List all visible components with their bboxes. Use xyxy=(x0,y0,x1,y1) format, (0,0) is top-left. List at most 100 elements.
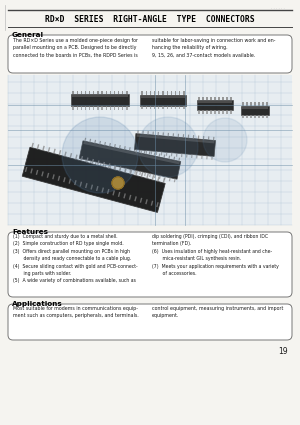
Bar xyxy=(81,91,82,94)
Bar xyxy=(129,147,131,151)
Bar xyxy=(213,137,214,140)
Bar xyxy=(97,160,100,165)
Bar xyxy=(79,141,181,179)
Bar xyxy=(89,91,90,94)
Bar xyxy=(71,94,129,106)
Bar xyxy=(141,95,185,97)
Bar xyxy=(104,142,106,145)
Text: RD×D  SERIES  RIGHT-ANGLE  TYPE  CONNECTORS: RD×D SERIES RIGHT-ANGLE TYPE CONNECTORS xyxy=(45,14,255,23)
Bar xyxy=(118,192,121,197)
Bar xyxy=(58,150,61,155)
Circle shape xyxy=(203,118,247,162)
Bar xyxy=(154,91,155,94)
Bar xyxy=(90,184,93,190)
Bar xyxy=(158,91,159,94)
Bar xyxy=(158,153,160,157)
Bar xyxy=(188,135,189,138)
Bar xyxy=(119,167,121,171)
Bar xyxy=(84,138,86,142)
Bar xyxy=(101,187,104,193)
Bar xyxy=(97,106,98,110)
Bar xyxy=(74,180,77,185)
Bar xyxy=(31,143,34,148)
Bar xyxy=(144,150,146,154)
Bar xyxy=(206,110,208,113)
Bar xyxy=(140,198,142,203)
Bar xyxy=(101,106,103,110)
Bar xyxy=(150,105,151,109)
Bar xyxy=(158,132,159,136)
Bar xyxy=(126,106,128,110)
Bar xyxy=(171,105,172,109)
Bar xyxy=(154,153,155,156)
FancyBboxPatch shape xyxy=(8,75,292,225)
Bar xyxy=(167,105,168,109)
Bar xyxy=(250,102,252,105)
Bar xyxy=(136,150,137,153)
FancyBboxPatch shape xyxy=(8,304,292,340)
Text: Features: Features xyxy=(12,229,48,235)
Bar xyxy=(139,171,141,175)
Bar xyxy=(114,91,115,94)
Bar xyxy=(171,91,172,94)
Bar xyxy=(198,136,199,139)
Bar xyxy=(101,91,103,94)
Bar xyxy=(142,130,144,134)
Bar xyxy=(254,102,256,105)
Bar xyxy=(129,169,131,173)
Circle shape xyxy=(62,117,138,193)
Bar xyxy=(181,153,182,157)
Bar xyxy=(140,94,186,105)
Bar xyxy=(129,195,131,200)
Bar xyxy=(148,151,151,155)
Bar xyxy=(210,96,211,100)
Bar xyxy=(141,150,142,154)
Text: The RD×D Series use a molded one-piece design for
parallel mounting on a PCB. De: The RD×D Series use a molded one-piece d… xyxy=(13,38,138,58)
Bar xyxy=(211,156,213,160)
Bar xyxy=(93,91,94,94)
FancyBboxPatch shape xyxy=(8,35,292,73)
Bar xyxy=(176,153,177,157)
Bar xyxy=(108,163,110,168)
Bar xyxy=(22,147,165,212)
Bar xyxy=(162,91,164,94)
Bar xyxy=(158,105,159,109)
Bar xyxy=(202,96,204,100)
Bar xyxy=(166,152,167,156)
Bar xyxy=(90,161,92,164)
Bar xyxy=(254,114,256,118)
Text: . . . . . .: . . . . . . xyxy=(271,6,285,10)
Bar xyxy=(172,133,174,137)
Bar xyxy=(174,178,176,182)
Bar xyxy=(141,105,142,109)
Bar xyxy=(118,106,119,110)
Bar xyxy=(106,91,107,94)
Bar xyxy=(230,110,232,113)
Bar xyxy=(230,96,232,100)
Bar xyxy=(151,201,153,206)
Bar xyxy=(106,106,107,110)
Bar xyxy=(226,110,228,113)
Bar xyxy=(214,110,216,113)
Bar xyxy=(134,170,136,174)
Bar xyxy=(92,159,94,164)
Bar xyxy=(246,102,247,105)
Bar xyxy=(96,186,99,191)
Bar xyxy=(137,130,139,134)
Bar xyxy=(141,91,142,94)
Text: control equipment, measuring instruments, and import
equipment.: control equipment, measuring instruments… xyxy=(152,306,284,318)
Bar xyxy=(130,169,132,174)
Bar xyxy=(115,166,116,170)
Bar xyxy=(164,154,165,158)
Bar xyxy=(119,145,121,149)
Bar xyxy=(25,167,27,172)
Bar xyxy=(85,106,86,110)
Bar xyxy=(85,183,88,188)
Bar xyxy=(150,91,151,94)
Bar xyxy=(113,165,116,170)
Bar xyxy=(258,114,260,118)
Circle shape xyxy=(112,177,124,189)
Bar xyxy=(171,153,172,156)
Bar xyxy=(119,166,122,171)
Bar xyxy=(110,91,111,94)
